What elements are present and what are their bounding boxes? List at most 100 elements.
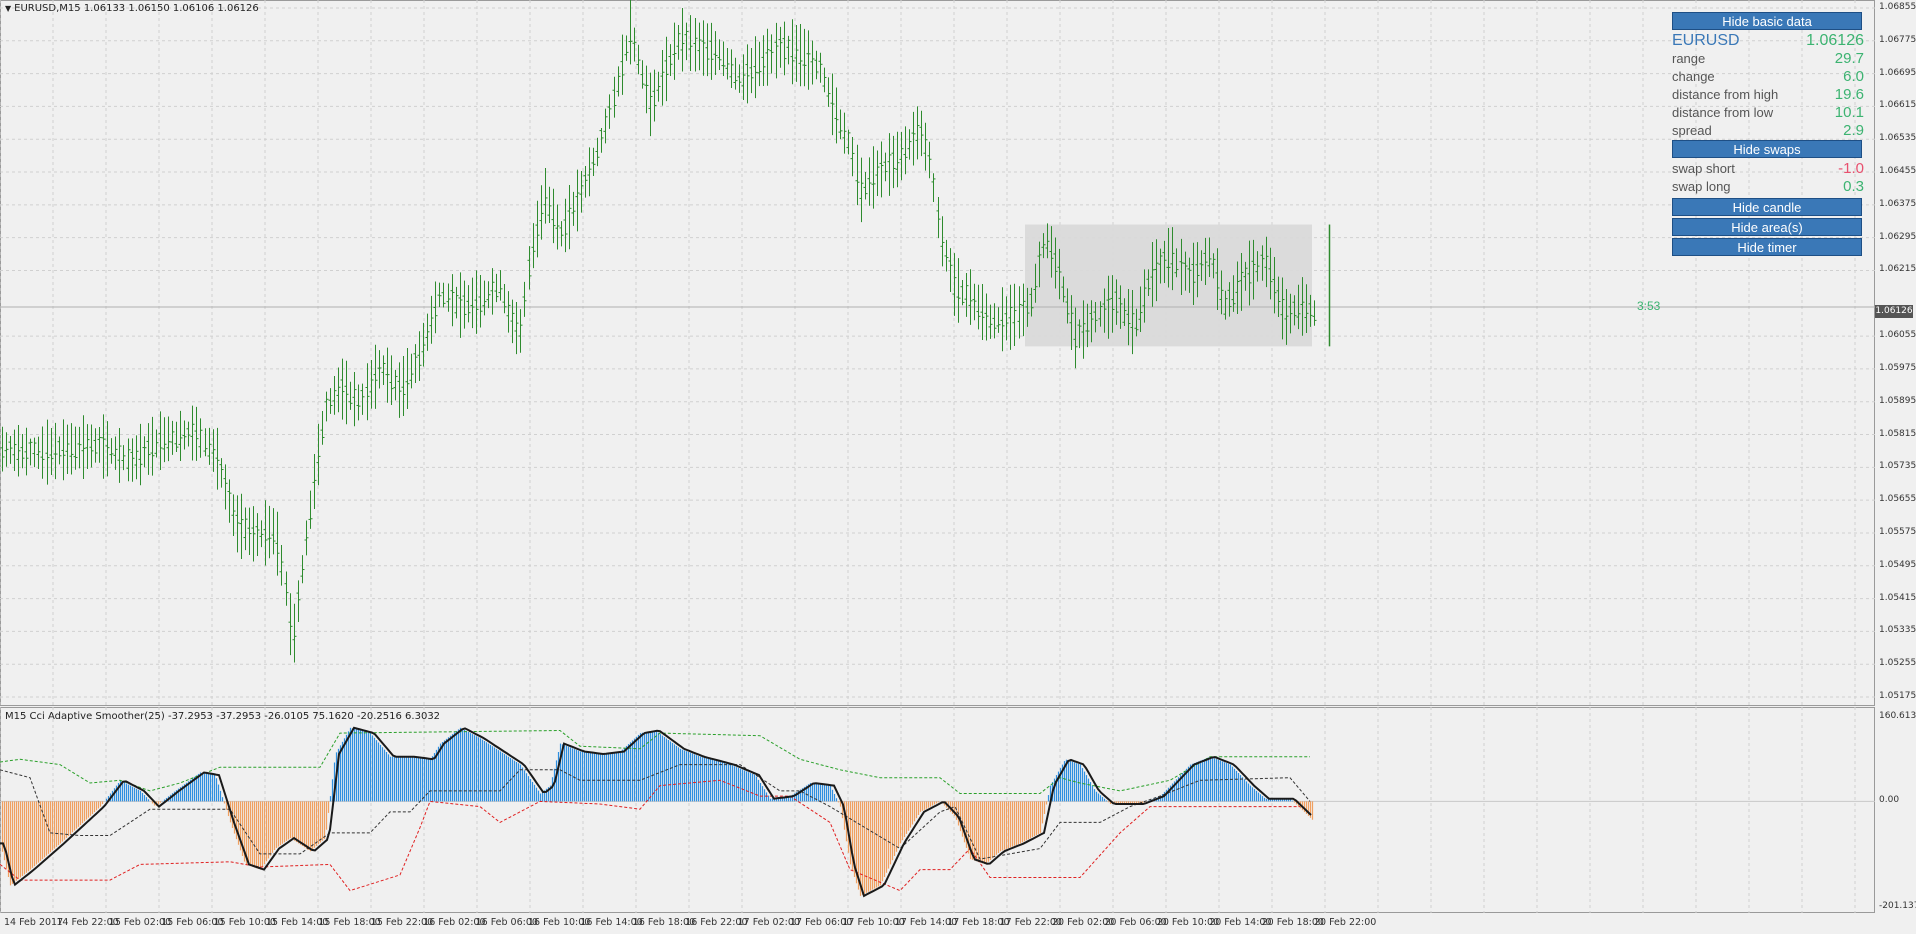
time-tick-label: 20 Feb 02:00 (1052, 917, 1115, 928)
price-bar (1008, 284, 1013, 350)
time-tick-label: 15 Feb 18:00 (318, 917, 381, 928)
price-bar (207, 427, 212, 465)
price-bar (251, 506, 256, 562)
price-bar (1085, 303, 1090, 348)
swap-long-value: 0.3 (1843, 178, 1864, 195)
price-bar (117, 427, 122, 483)
price-bar (267, 505, 272, 559)
price-bar (340, 358, 345, 420)
price-bar (697, 22, 702, 71)
price-bar (154, 429, 159, 458)
price-bar (599, 128, 604, 153)
price-bar (992, 303, 997, 339)
dropdown-triangle-icon[interactable]: ▼ (5, 4, 12, 13)
price-bar (822, 67, 827, 93)
time-tick-label: 14 Feb 2017 (4, 917, 64, 928)
price-bar (551, 188, 556, 244)
price-bar (798, 23, 803, 87)
price-tick-label: 1.06215 (1879, 264, 1916, 275)
price-bar (1191, 242, 1196, 306)
price-bar (818, 52, 823, 83)
time-tick-label: 20 Feb 22:00 (1314, 917, 1377, 928)
price-bar (1004, 296, 1009, 341)
price-bar (138, 423, 143, 486)
swap-long-label: swap long (1672, 179, 1731, 194)
price-bar (474, 270, 479, 334)
price-bar (1179, 238, 1184, 296)
distance-high-value: 19.6 (1834, 86, 1864, 103)
range-row: range 29.7 (1672, 50, 1864, 68)
price-bar (1162, 240, 1167, 283)
price-bar (105, 421, 110, 477)
time-tick-label: 16 Feb 10:00 (528, 917, 591, 928)
time-tick-label: 16 Feb 18:00 (632, 917, 696, 928)
price-bar (397, 362, 402, 418)
price-bar (441, 282, 446, 308)
price-bar (988, 304, 993, 339)
hide-areas-button[interactable]: Hide area(s) (1672, 218, 1862, 236)
price-bar (101, 414, 106, 479)
price-bar (1251, 239, 1256, 300)
price-bar (332, 376, 337, 415)
price-bar (688, 15, 693, 71)
price-bar (356, 384, 361, 421)
histogram (1, 727, 1314, 896)
price-bar (737, 64, 742, 93)
price-bar (352, 371, 357, 427)
price-chart-pane[interactable] (0, 0, 1875, 706)
price-bar (1223, 290, 1228, 320)
smoother-line (0, 726, 1312, 898)
distance-low-value: 10.1 (1834, 104, 1864, 121)
price-bar (239, 493, 244, 559)
time-tick-label: 14 Feb 22:00 (56, 917, 119, 928)
price-bar (863, 172, 868, 200)
price-bar (77, 426, 82, 469)
price-bar (97, 427, 102, 463)
time-tick-label: 17 Feb 06:00 (790, 917, 853, 928)
price-bar (308, 490, 313, 529)
price-bar (980, 283, 985, 341)
price-bar (360, 383, 365, 415)
swap-short-value: -1.0 (1838, 160, 1864, 177)
hide-timer-button[interactable]: Hide timer (1672, 238, 1862, 256)
price-bars (0, 0, 1317, 663)
price-bar (575, 169, 580, 232)
price-bar (235, 495, 240, 553)
price-bar (919, 110, 924, 157)
swap-short-label: swap short (1672, 161, 1735, 176)
price-bar (915, 106, 920, 160)
price-bar (591, 147, 596, 177)
price-bar (1154, 239, 1159, 302)
price-bar (1012, 283, 1017, 346)
price-bar (1138, 286, 1143, 333)
price-bar (369, 359, 374, 409)
price-bar (259, 520, 264, 548)
time-tick-label: 16 Feb 06:00 (475, 917, 538, 928)
price-bar (421, 322, 426, 367)
price-bar (1215, 248, 1220, 310)
price-bar (725, 47, 730, 80)
price-bar (964, 272, 969, 317)
price-bar (142, 436, 147, 468)
swap-short-row: swap short -1.0 (1672, 160, 1864, 178)
price-tick-label: 1.06695 (1879, 67, 1916, 78)
price-tick-label: 1.06535 (1879, 133, 1916, 144)
price-bar (393, 369, 398, 401)
hide-swaps-button[interactable]: Hide swaps (1672, 140, 1862, 158)
price-bar (1065, 288, 1070, 324)
price-bar (8, 435, 13, 464)
price-bar (911, 111, 916, 166)
price-bar (923, 122, 928, 171)
price-bar (433, 281, 438, 334)
hide-candle-button[interactable]: Hide candle (1672, 198, 1862, 216)
price-tick-label: 1.06855 (1879, 2, 1916, 12)
price-bar (429, 295, 434, 344)
price-bar (20, 434, 25, 469)
price-bar (1231, 275, 1236, 312)
price-bar (166, 416, 171, 462)
price-tick-label: 1.05975 (1879, 362, 1916, 373)
price-bar (1272, 257, 1277, 314)
price-bar (745, 44, 750, 104)
hide-basic-data-button[interactable]: Hide basic data (1672, 12, 1862, 30)
